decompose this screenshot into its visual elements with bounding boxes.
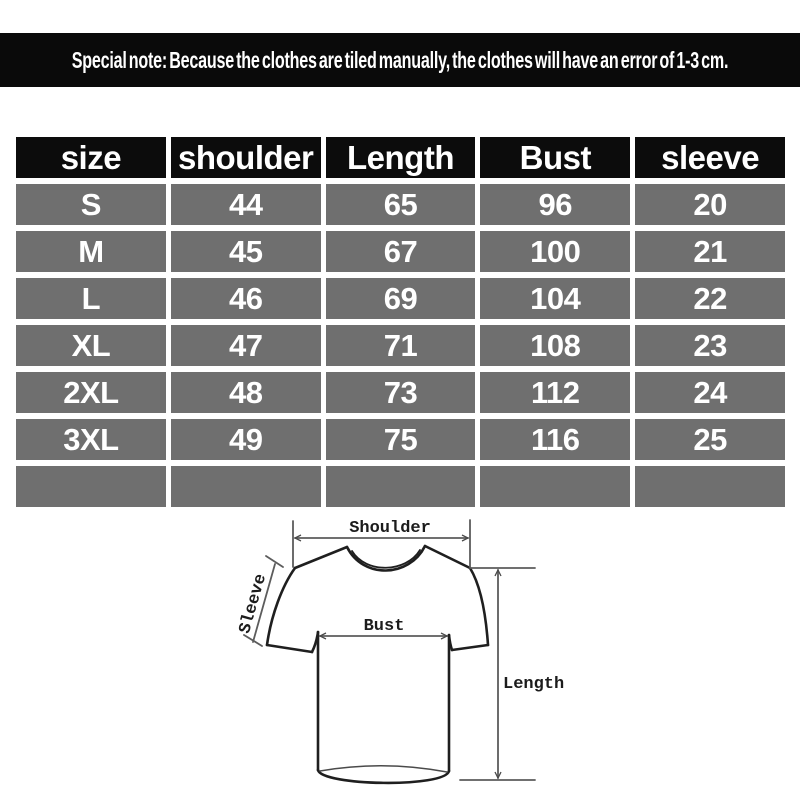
table-cell: 49 — [170, 419, 321, 460]
column-header-shoulder: shoulder — [170, 137, 321, 178]
table-cell: 22 — [635, 278, 785, 319]
table-cell: 112 — [480, 372, 631, 413]
empty-cell — [480, 466, 631, 507]
empty-cell — [635, 466, 785, 507]
size-table: size shoulder Length Bust sleeve S 44 65… — [16, 137, 785, 507]
table-cell: 96 — [480, 184, 631, 225]
special-note-banner: Special note: Because the clothes are ti… — [0, 33, 800, 87]
empty-cell — [325, 466, 476, 507]
sleeve-label: Sleeve — [236, 572, 271, 636]
table-cell: 75 — [325, 419, 476, 460]
table-cell: 3XL — [16, 419, 166, 460]
table-cell: 104 — [480, 278, 631, 319]
table-cell: 21 — [635, 231, 785, 272]
table-cell: 47 — [170, 325, 321, 366]
dimension-lines — [243, 519, 536, 781]
column-header-bust: Bust — [480, 137, 631, 178]
table-cell: 65 — [325, 184, 476, 225]
table-cell: XL — [16, 325, 166, 366]
empty-cell — [16, 466, 166, 507]
table-cell: 44 — [170, 184, 321, 225]
table-cell: 2XL — [16, 372, 166, 413]
tshirt-outline-graphic — [265, 544, 490, 785]
table-cell: 108 — [480, 325, 631, 366]
table-cell: 71 — [325, 325, 476, 366]
table-cell: 20 — [635, 184, 785, 225]
sleeve-tick-bottom — [243, 634, 263, 647]
table-cell: 45 — [170, 231, 321, 272]
table-cell: 69 — [325, 278, 476, 319]
table-cell: 48 — [170, 372, 321, 413]
table-cell: L — [16, 278, 166, 319]
empty-cell — [170, 466, 321, 507]
tshirt-measurement-diagram: Shoulder Sleeve Bust Length — [236, 519, 564, 785]
column-header-length: Length — [325, 137, 476, 178]
column-header-size: size — [16, 137, 166, 178]
length-label: Length — [503, 675, 564, 694]
shoulder-label: Shoulder — [349, 519, 431, 538]
table-cell: 24 — [635, 372, 785, 413]
sleeve-tick-top — [265, 555, 284, 568]
table-cell: 73 — [325, 372, 476, 413]
table-cell: 67 — [325, 231, 476, 272]
table-cell: 116 — [480, 419, 631, 460]
bust-label: Bust — [364, 617, 405, 636]
table-cell: 23 — [635, 325, 785, 366]
table-cell: 46 — [170, 278, 321, 319]
table-cell: 25 — [635, 419, 785, 460]
table-cell: 100 — [480, 231, 631, 272]
sleeve-dimension-line — [252, 563, 276, 643]
table-cell: S — [16, 184, 166, 225]
special-note-text: Special note: Because the clothes are ti… — [71, 46, 729, 73]
table-cell: M — [16, 231, 166, 272]
column-header-sleeve: sleeve — [635, 137, 785, 178]
